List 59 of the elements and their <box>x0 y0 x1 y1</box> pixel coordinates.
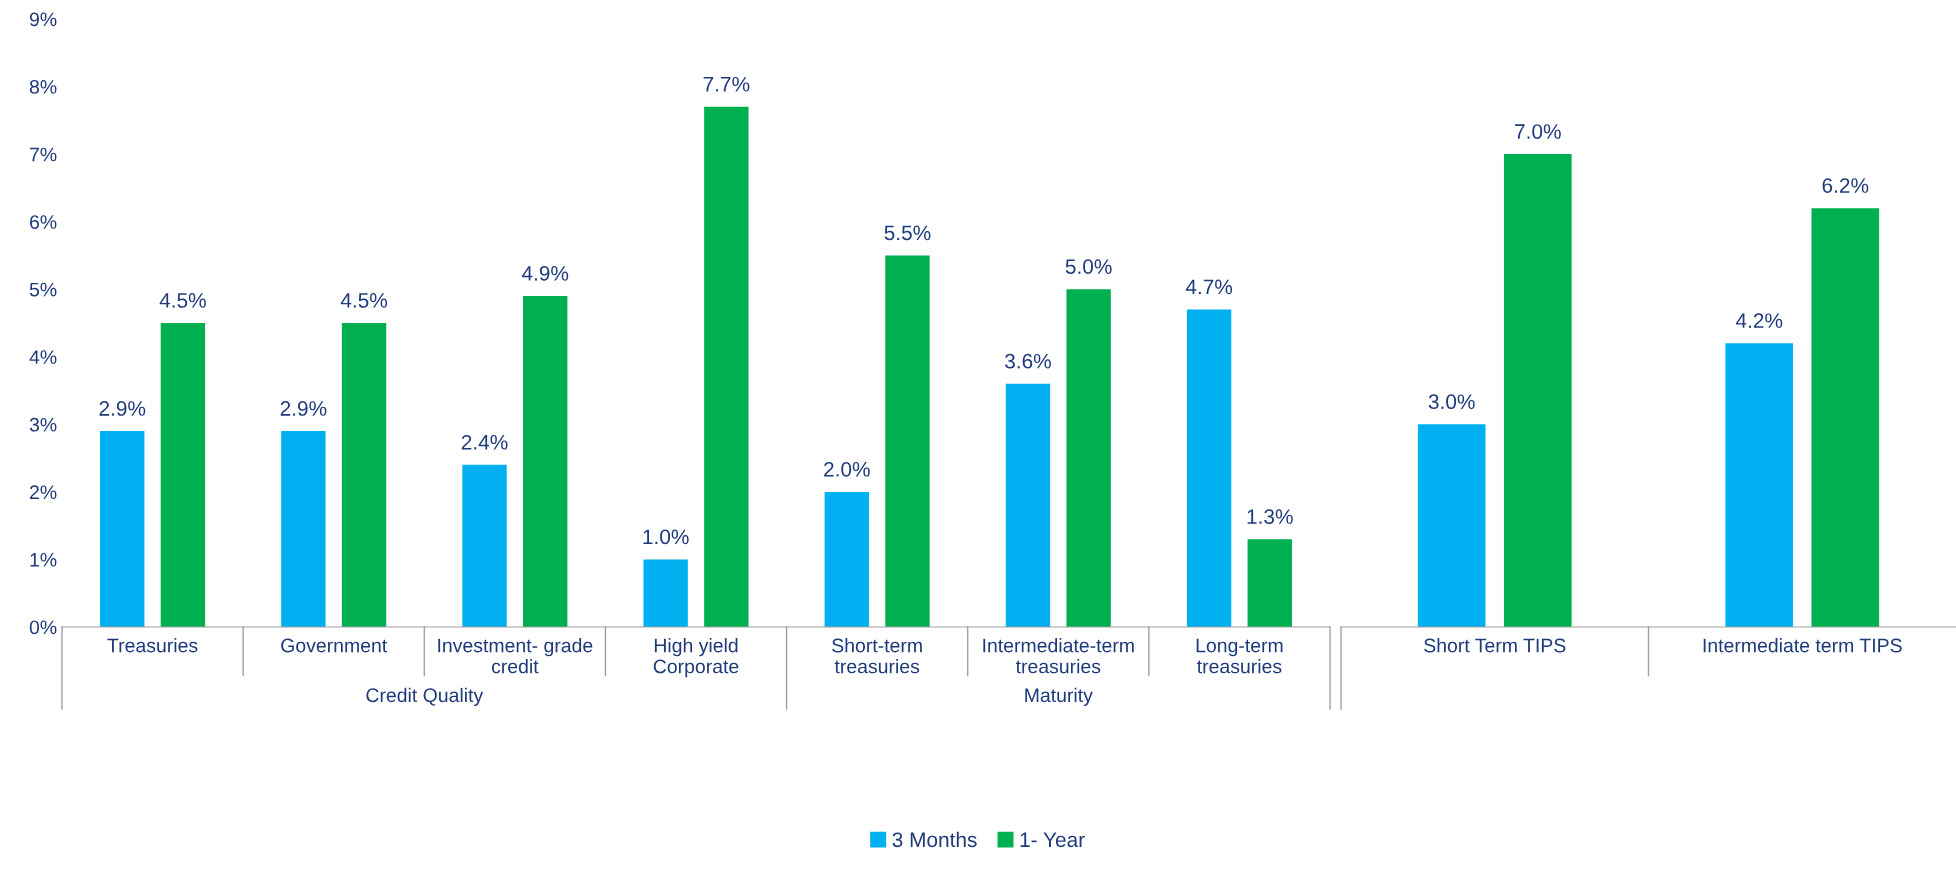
data-label: 4.5% <box>159 293 206 308</box>
bar <box>1725 343 1794 627</box>
data-label: 1.0% <box>643 529 689 545</box>
bar <box>704 106 749 627</box>
y-tick-label: 5% <box>29 282 57 297</box>
data-label: 7.0% <box>1515 124 1561 139</box>
bar <box>824 491 869 627</box>
y-tick-label: 8% <box>29 80 57 94</box>
x-tick-label: Intermediate-term treasuries <box>983 638 1134 674</box>
bar <box>1247 539 1292 627</box>
data-label: 2.9% <box>280 401 327 416</box>
x-tick-label: High yield Corporate <box>653 638 739 678</box>
bar <box>523 295 568 627</box>
bar <box>1811 208 1880 627</box>
data-label: 4.7% <box>1185 279 1233 295</box>
bar <box>100 431 145 627</box>
legend-label: 3 Months <box>892 831 977 848</box>
bar <box>341 323 387 627</box>
data-label: 2.4% <box>461 434 508 450</box>
x-tick-label: Investment- grade credit <box>438 638 593 674</box>
data-label: 7.7% <box>703 76 750 92</box>
data-label: 4.5% <box>340 293 388 308</box>
x-tick-label: Short Term TIPS <box>1424 638 1566 653</box>
bar <box>1186 309 1232 627</box>
data-label: 3.6% <box>1005 353 1051 369</box>
x-tick-label: Government <box>281 638 388 653</box>
text: Credit Quality <box>366 687 484 706</box>
legend-label: 1- Year <box>1020 832 1085 848</box>
y-tick-label: 0% <box>29 620 57 635</box>
data-label: 3.0% <box>1428 394 1475 410</box>
y-tick-label: 9% <box>29 12 57 27</box>
x-tick-label: Intermediate term TIPS <box>1703 638 1902 653</box>
bar <box>281 431 326 627</box>
bar <box>160 323 206 627</box>
data-label: 5.0% <box>1065 259 1112 274</box>
data-label: 2.9% <box>99 401 146 416</box>
data-label: 6.2% <box>1822 178 1869 193</box>
data-label: 5.5% <box>884 225 931 241</box>
y-tick-label: 2% <box>30 485 57 500</box>
x-tick-label: Long-term treasuries <box>1196 638 1283 674</box>
data-label: 2.0% <box>824 461 870 477</box>
bar <box>1503 154 1572 627</box>
data-label: 1.3% <box>1247 509 1293 524</box>
data-label: 4.2% <box>1735 313 1783 328</box>
bar <box>1066 289 1111 627</box>
bar <box>885 255 930 627</box>
y-tick-label: 7% <box>30 147 57 162</box>
y-tick-label: 1% <box>30 553 57 567</box>
y-tick-label: 4% <box>29 350 57 364</box>
x-tick-label: Treasuries <box>107 638 198 653</box>
y-tick-label: 6% <box>30 215 57 229</box>
data-label: 4.9% <box>521 266 569 281</box>
bar <box>1417 424 1486 627</box>
y-tick-label: 3% <box>29 417 57 432</box>
bar <box>1005 383 1051 627</box>
bar <box>462 464 507 627</box>
x-tick-label: Short-term treasuries <box>832 638 922 674</box>
text: Maturity <box>1025 687 1093 706</box>
bar <box>643 559 688 627</box>
